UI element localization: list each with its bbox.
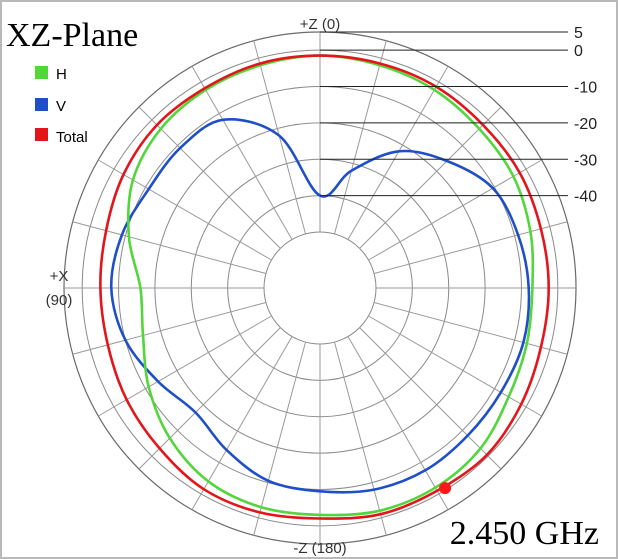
grid-spoke bbox=[368, 315, 542, 417]
grid-spoke bbox=[368, 159, 542, 261]
tick-label: 5 bbox=[574, 25, 583, 42]
grid-spoke bbox=[334, 341, 387, 536]
radial-ticks: 50 -10 -20 -30 -40 bbox=[320, 25, 597, 206]
grid-spoke bbox=[359, 327, 502, 470]
frequency-label: 2.450 GHz bbox=[450, 515, 599, 552]
grid-spoke bbox=[359, 106, 502, 249]
legend-swatch-total bbox=[35, 128, 48, 141]
series-line-v bbox=[109, 118, 531, 494]
series-curves bbox=[99, 54, 550, 520]
marker-layer bbox=[439, 482, 452, 495]
grid-spoke bbox=[334, 40, 387, 235]
grid-spoke bbox=[347, 66, 449, 240]
grid-spoke bbox=[253, 341, 306, 536]
grid-spoke bbox=[138, 106, 281, 249]
legend-swatch-v bbox=[35, 98, 48, 111]
direction-label-left-angle: (90) bbox=[46, 292, 73, 309]
grid-spoke bbox=[191, 66, 293, 240]
tick-label: -10 bbox=[574, 80, 597, 97]
grid-spoke bbox=[373, 221, 568, 274]
series-line-h bbox=[126, 54, 535, 517]
grid-spoke bbox=[98, 159, 272, 261]
direction-label-bottom: -Z (180) bbox=[293, 540, 346, 557]
legend-label-v: V bbox=[56, 98, 66, 115]
direction-label-top: +Z (0) bbox=[300, 16, 340, 33]
tick-label: 0 bbox=[574, 43, 583, 60]
tick-label: -20 bbox=[574, 116, 597, 133]
peak-marker bbox=[439, 482, 452, 495]
tick-label: -40 bbox=[574, 189, 597, 206]
grid-spoke bbox=[72, 302, 267, 355]
legend-label-h: H bbox=[56, 66, 67, 83]
tick-label: -30 bbox=[574, 152, 597, 169]
grid-spoke bbox=[347, 336, 449, 510]
legend-swatch-h bbox=[35, 66, 48, 79]
direction-label-left-name: +X bbox=[50, 268, 69, 285]
series-line-total bbox=[99, 54, 550, 520]
grid-ring bbox=[263, 231, 377, 345]
chart-title: XZ-Plane bbox=[6, 17, 138, 54]
grid-spoke bbox=[138, 327, 281, 470]
legend: H V Total bbox=[35, 66, 88, 146]
polar-grid bbox=[63, 31, 577, 545]
grid-spoke bbox=[373, 302, 568, 355]
grid-spoke bbox=[98, 315, 272, 417]
legend-label-total: Total bbox=[56, 129, 88, 146]
